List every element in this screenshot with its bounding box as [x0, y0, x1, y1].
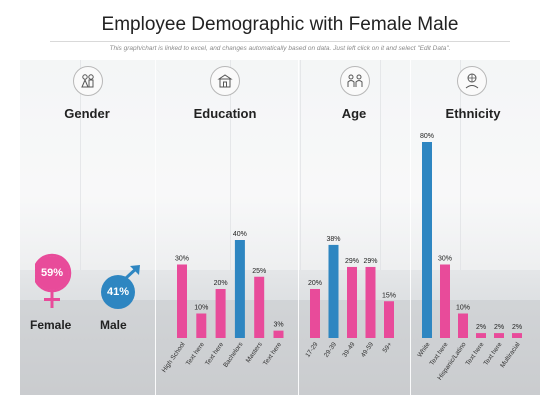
- education-category-label: Text here: [262, 341, 283, 367]
- ethnicity-value-label: 10%: [456, 305, 470, 312]
- gender-icon: [73, 66, 103, 96]
- education-bar: [196, 313, 207, 338]
- section-separator: [155, 60, 156, 395]
- ethnicity-bar: [440, 264, 450, 338]
- education-category-label: Bachelors: [222, 341, 245, 369]
- age-bar: [328, 244, 339, 338]
- background-window: [230, 60, 301, 270]
- age-value-label: 15%: [382, 292, 396, 299]
- background-floor: [20, 300, 540, 395]
- education-category-label: High School: [161, 341, 187, 374]
- education-bar: [215, 289, 226, 338]
- age-value-label: 38%: [326, 236, 340, 243]
- age-bar: [310, 289, 320, 338]
- female-symbol-icon: [35, 253, 72, 308]
- school-icon: [210, 66, 240, 96]
- ethnicity-value-label: 80%: [420, 133, 434, 140]
- ethnicity-bar: [512, 333, 522, 338]
- age-bar: [347, 266, 357, 338]
- ethnicity-value-label: 30%: [438, 256, 452, 263]
- section-separator: [298, 60, 299, 395]
- male-percent-badge: 41%: [101, 275, 135, 309]
- people-icon: [340, 66, 370, 96]
- education-value-label: 40%: [233, 231, 247, 238]
- background-window: [20, 60, 81, 270]
- male-label: Male: [100, 318, 127, 332]
- education-bar: [273, 330, 284, 338]
- female-percent-badge: 59%: [35, 256, 69, 290]
- ethnicity-value-label: 2%: [512, 324, 522, 331]
- age-category-label: 59+: [382, 341, 394, 354]
- education-value-label: 10%: [194, 305, 208, 312]
- age-category-label: 29-39: [323, 341, 338, 359]
- person-globe-icon: [457, 66, 487, 96]
- ethnicity-bar: [476, 333, 486, 338]
- age-bar: [365, 266, 376, 338]
- gender-heading: Gender: [64, 106, 110, 121]
- female-percent: 59%: [40, 267, 64, 279]
- age-category-label: 49-59: [360, 341, 375, 359]
- male-percent: 41%: [106, 286, 130, 298]
- ethnicity-category-label: White: [416, 341, 431, 359]
- ethnicity-value-label: 2%: [476, 324, 486, 331]
- title-divider: [50, 41, 510, 42]
- age-bar: [384, 301, 394, 338]
- education-value-label: 30%: [175, 256, 189, 263]
- background-window: [300, 60, 381, 270]
- male-symbol-icon: [124, 265, 140, 280]
- age-value-label: 29%: [345, 258, 359, 265]
- background-window: [380, 60, 461, 270]
- education-bar: [254, 276, 265, 338]
- education-value-label: 25%: [252, 268, 266, 275]
- education-bar: [234, 240, 245, 338]
- female-label: Female: [30, 318, 72, 332]
- ethnicity-bar: [494, 333, 504, 338]
- ethnicity-value-label: 2%: [494, 324, 504, 331]
- education-value-label: 3%: [273, 322, 283, 329]
- age-category-label: 17-29: [304, 341, 319, 359]
- chart-panel: Gender Education Age Ethnicity 59% 41% F…: [20, 60, 540, 395]
- age-value-label: 20%: [308, 280, 322, 287]
- age-category-label: 39-49: [341, 341, 356, 359]
- page-title: Employee Demographic with Female Male: [101, 14, 459, 35]
- page-subtitle: This graph/chart is linked to excel, and…: [109, 45, 451, 52]
- age-value-label: 29%: [363, 258, 377, 265]
- education-value-label: 20%: [214, 280, 228, 287]
- education-category-label: Masters: [245, 341, 264, 365]
- education-bar: [177, 264, 187, 338]
- education-heading: Education: [193, 106, 257, 121]
- section-separator: [410, 60, 411, 395]
- ethnicity-bar: [422, 142, 432, 338]
- ethnicity-bar: [458, 313, 468, 338]
- age-heading: Age: [341, 106, 367, 121]
- ethnicity-heading: Ethnicity: [445, 106, 501, 121]
